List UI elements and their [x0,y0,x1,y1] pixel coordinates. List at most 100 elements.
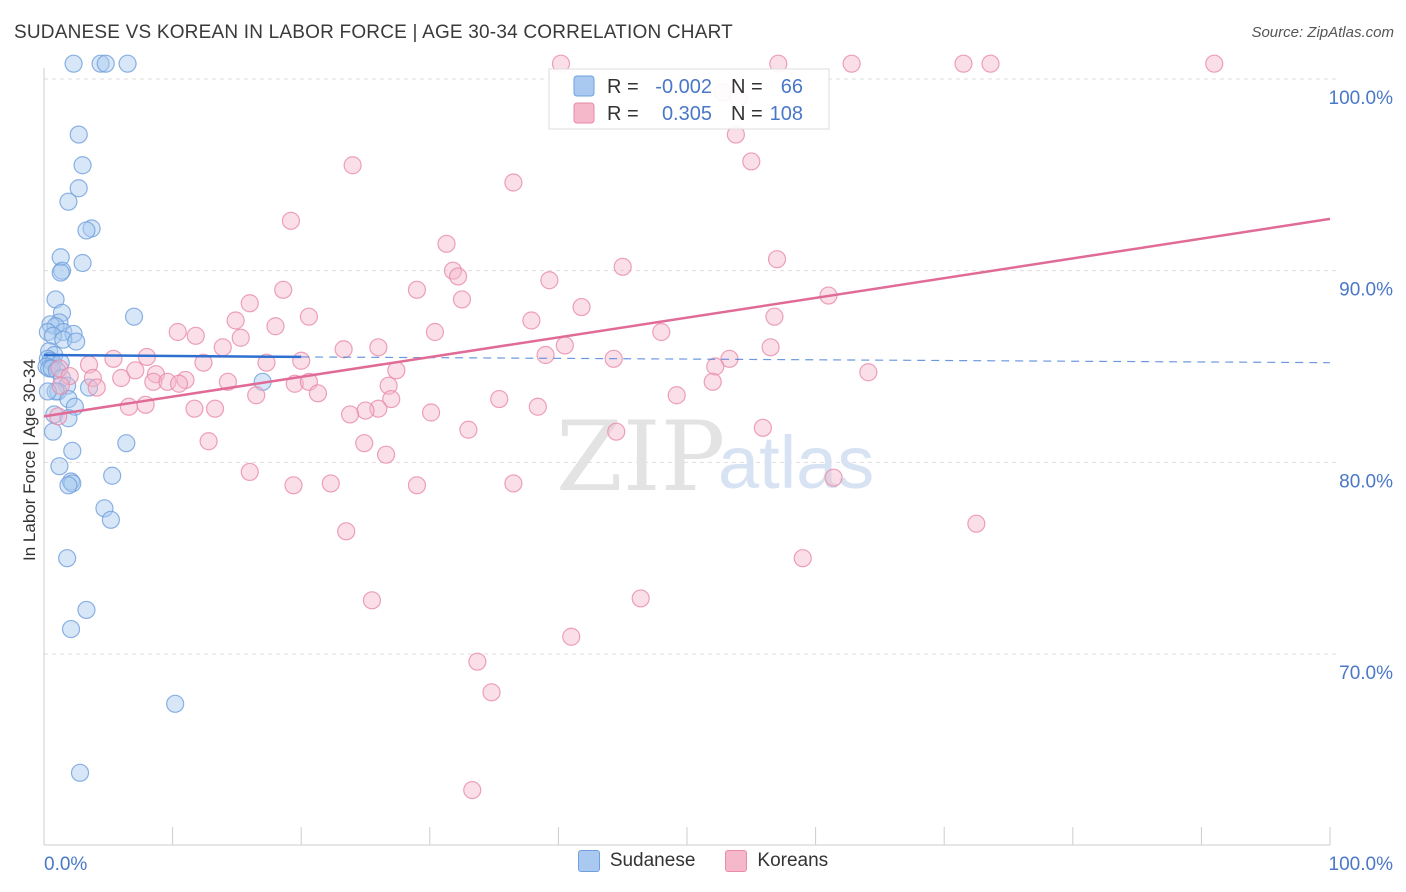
korean-point[interactable] [257,353,276,372]
korean-point[interactable] [443,261,463,280]
korean-point[interactable] [425,322,445,342]
sudanese-point[interactable] [103,466,122,485]
sudanese-point[interactable] [77,600,96,620]
korean-point[interactable] [382,389,401,409]
korean-point[interactable] [452,290,472,309]
korean-point[interactable] [504,474,523,493]
korean-point[interactable] [369,338,388,357]
legend-item-sudanese[interactable]: Sudanese [577,850,695,872]
korean-point[interactable] [87,378,106,397]
sudanese-point[interactable] [43,326,63,345]
korean-point[interactable] [240,294,259,313]
korean-point[interactable] [334,340,353,359]
korean-point[interactable] [218,372,237,391]
korean-point[interactable] [226,311,245,330]
korean-point[interactable] [126,361,145,380]
sudanese-point[interactable] [61,619,81,639]
korean-point[interactable] [742,152,761,171]
korean-point[interactable] [274,280,293,299]
korean-point[interactable] [613,257,632,276]
korean-point[interactable] [376,445,396,464]
korean-point[interactable] [842,54,861,73]
korean-point[interactable] [448,267,468,286]
korean-point[interactable] [536,345,555,365]
korean-point[interactable] [459,420,478,439]
korean-point[interactable] [355,434,374,453]
korean-point[interactable] [186,326,205,345]
korean-point[interactable] [83,368,102,388]
sudanese-point[interactable] [59,192,78,211]
korean-point[interactable] [407,280,427,299]
korean-point[interactable] [379,376,398,395]
korean-point[interactable] [572,297,591,317]
sudanese-point[interactable] [51,248,70,267]
korean-point[interactable] [437,234,456,253]
korean-point[interactable] [967,514,986,533]
korean-point[interactable] [482,683,501,702]
korean-point[interactable] [667,386,686,405]
korean-point[interactable] [652,322,671,342]
korean-point[interactable] [562,627,581,646]
korean-point[interactable] [421,403,441,422]
korean-point[interactable] [337,522,356,541]
sudanese-point[interactable] [101,510,120,529]
korean-point[interactable] [168,322,187,342]
korean-point[interactable] [706,357,725,376]
korean-point[interactable] [321,474,340,493]
korean-point[interactable] [356,401,375,420]
korean-point[interactable] [824,468,843,487]
sudanese-point[interactable] [96,54,115,73]
korean-point[interactable] [761,338,780,357]
sudanese-point[interactable] [59,476,78,495]
korean-point[interactable] [468,652,487,671]
sudanese-point[interactable] [67,332,86,351]
korean-point[interactable] [859,363,878,382]
legend-item-koreans[interactable]: Koreans [725,850,828,872]
sudanese-point[interactable] [43,422,63,441]
korean-point[interactable] [240,462,259,482]
sudanese-point[interactable] [64,54,83,73]
korean-point[interactable] [213,338,232,357]
korean-point[interactable] [169,374,189,393]
sudanese-point[interactable] [91,54,110,73]
korean-point[interactable] [205,399,225,418]
korean-point[interactable] [631,589,650,608]
sudanese-point[interactable] [51,263,70,282]
korean-point[interactable] [555,336,574,355]
korean-point[interactable] [231,328,250,347]
korean-point[interactable] [407,476,427,495]
korean-point[interactable] [607,422,626,441]
korean-point[interactable] [185,399,204,418]
korean-point[interactable] [340,405,360,424]
korean-point[interactable] [540,271,559,290]
korean-point[interactable] [981,54,1000,73]
sudanese-point[interactable] [95,499,114,518]
korean-point[interactable] [281,211,301,230]
sudanese-point[interactable] [166,694,185,713]
korean-point[interactable] [954,54,973,73]
korean-point[interactable] [158,372,177,391]
korean-point[interactable] [765,307,784,326]
korean-point[interactable] [522,311,541,330]
korean-point[interactable] [753,418,772,437]
korean-point[interactable] [284,476,303,495]
korean-point[interactable] [119,397,138,416]
korean-point[interactable] [528,397,547,416]
sudanese-point[interactable] [58,549,77,568]
korean-point[interactable] [104,349,123,368]
korean-point[interactable] [299,307,319,326]
korean-point[interactable] [793,549,812,568]
korean-point[interactable] [463,780,482,800]
sudanese-point[interactable] [77,221,96,240]
sudanese-point[interactable] [118,54,137,73]
korean-point[interactable] [504,173,523,192]
sudanese-point[interactable] [69,125,88,144]
korean-point[interactable] [292,351,311,370]
korean-point[interactable] [199,432,218,451]
sudanese-point[interactable] [79,378,99,397]
korean-point[interactable] [112,368,131,388]
sudanese-point[interactable] [63,441,82,460]
sudanese-point[interactable] [73,253,92,273]
sudanese-point[interactable] [69,179,88,198]
korean-point[interactable] [308,384,328,403]
